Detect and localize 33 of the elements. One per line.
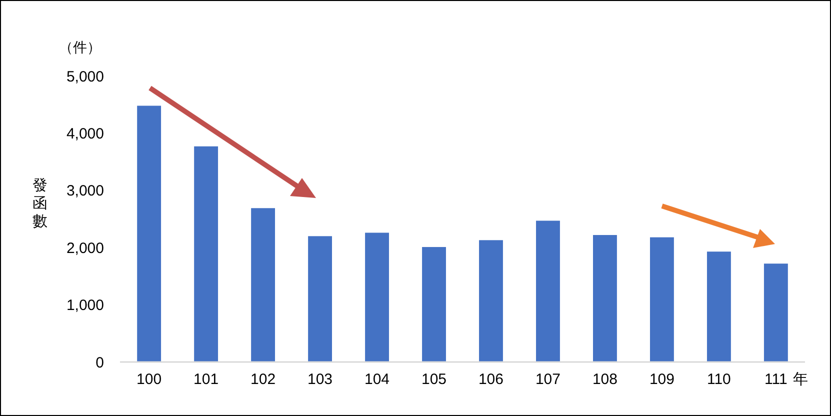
x-tick-label: 111 xyxy=(764,371,788,388)
x-tick-label: 105 xyxy=(421,371,447,388)
bar xyxy=(308,236,332,362)
text: （件） xyxy=(59,39,101,55)
bar xyxy=(650,237,674,362)
x-tick-label: 110 xyxy=(706,371,731,388)
x-tick-label: 101 xyxy=(194,371,219,388)
x-tick-label: 106 xyxy=(478,371,504,388)
y-axis-title: 發函數 xyxy=(32,177,48,230)
x-tick-label: 107 xyxy=(535,371,560,388)
y-tick-label: 0 xyxy=(96,354,104,372)
bar xyxy=(194,146,218,362)
bar xyxy=(593,235,617,362)
x-tick-label: 103 xyxy=(308,371,333,388)
x-tick-label: 102 xyxy=(250,371,276,388)
bar xyxy=(706,252,731,362)
bar xyxy=(137,106,162,362)
bar xyxy=(479,240,503,362)
x-tick-label: 109 xyxy=(649,371,674,388)
x-tick-label: 104 xyxy=(364,371,390,388)
y-tick-label: 1,000 xyxy=(66,297,104,314)
y-tick-label: 3,000 xyxy=(66,182,104,200)
y-tick-label: 4,000 xyxy=(66,125,104,142)
bar xyxy=(536,220,560,362)
bar xyxy=(365,232,389,362)
bar xyxy=(251,208,276,362)
y-tick-label: 5,000 xyxy=(66,68,104,86)
x-tick-label: 100 xyxy=(136,371,162,388)
x-tick-label: 108 xyxy=(592,371,618,388)
x-axis-title: 年 xyxy=(793,371,808,388)
y-tick-label: 2,000 xyxy=(66,240,104,257)
bar xyxy=(764,264,788,362)
bar xyxy=(422,247,446,362)
